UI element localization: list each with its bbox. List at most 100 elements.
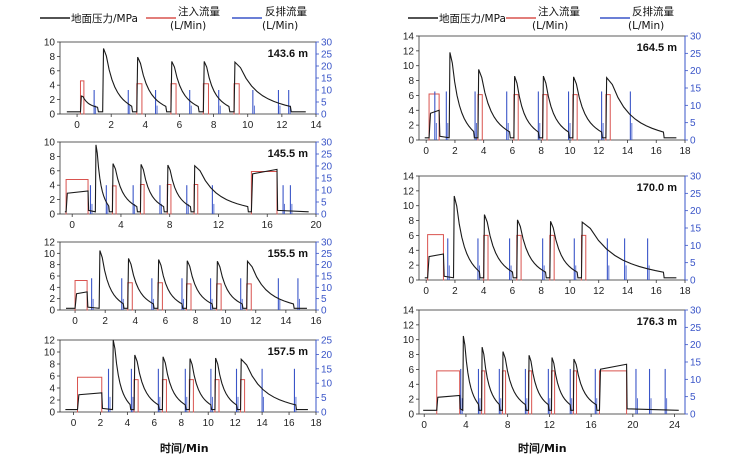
y-right-tick-label: 10 (321, 379, 333, 390)
depth-label: 155.5 m (268, 248, 309, 260)
series-injection-flow (426, 234, 587, 281)
panel-6: 0 2 4 6 8 10 12 14 0 5 10 15 20 25 30 0 2 4 6 8 10 12 14 16 18 17… (403, 172, 702, 298)
x-tick-label: 4 (481, 146, 487, 157)
legend-injection-label-r1: 注入流量 (538, 5, 580, 18)
series-backflow (447, 238, 650, 280)
x-tick-label: 0 (69, 220, 75, 231)
y-right-tick-label: 25 (690, 49, 702, 60)
y-left-tick-label: 8 (408, 216, 414, 227)
x-tick-label: 16 (586, 420, 598, 431)
legend-backflow-label-r2: (L/Min) (628, 20, 664, 32)
y-left-tick-label: 0 (49, 306, 55, 317)
legend-backflow-label-1: 反排流量 (265, 5, 307, 18)
x-tick-label: 0 (423, 286, 429, 297)
y-right-tick-label: 15 (690, 84, 702, 95)
y-right-tick-label: 10 (321, 86, 333, 97)
x-tick-label: 2 (108, 120, 114, 131)
series-surface-pressure (64, 144, 309, 213)
y-left-tick-label: 0 (408, 276, 414, 287)
series-backflow (89, 185, 293, 214)
x-tick-label: 14 (622, 146, 634, 157)
x-tick-label: 4 (143, 120, 149, 131)
x-tick-label: 18 (310, 418, 322, 429)
x-tick-label: 14 (257, 418, 269, 429)
x-tick-label: 0 (72, 316, 78, 327)
x-tick-label: 12 (250, 316, 262, 327)
y-right-tick-label: 20 (321, 350, 333, 361)
legend-injection-label-1: 注入流量 (178, 5, 220, 18)
series-surface-pressure (423, 335, 679, 412)
x-tick-label: 10 (242, 120, 254, 131)
y-left-tick-label: 10 (44, 348, 56, 359)
series-surface-pressure (424, 195, 677, 279)
legend-injection-label-2: (L/Min) (170, 20, 206, 32)
x-tick-label: 2 (452, 286, 458, 297)
series-injection-flow (436, 370, 628, 415)
depth-label: 145.5 m (268, 148, 309, 160)
depth-label: 157.5 m (268, 346, 309, 358)
y-left-tick-label: 12 (403, 320, 415, 331)
y-left-tick-label: 2 (408, 395, 414, 406)
y-left-tick-label: 2 (49, 195, 55, 206)
x-tick-label: 10 (564, 146, 576, 157)
series-surface-pressure (65, 339, 308, 411)
x-tick-label: 8 (193, 316, 199, 327)
y-right-tick-label: 25 (321, 249, 333, 260)
y-right-tick-label: 10 (321, 283, 333, 294)
panel-5: 0 2 4 6 8 10 12 14 0 5 10 15 20 25 30 0 2 4 6 8 10 12 14 16 18 16… (403, 32, 702, 158)
y-right-tick-label: 0 (690, 136, 696, 147)
legend-backflow-label-2: (L/Min) (262, 20, 298, 32)
x-tick-label: 4 (133, 316, 139, 327)
y-left-tick-label: 6 (49, 372, 55, 383)
y-left-tick-label: 10 (44, 138, 56, 149)
legend-pressure-label-r: 地面压力/MPa (439, 12, 506, 25)
y-right-tick-label: 30 (321, 138, 333, 149)
y-left-tick-label: 0 (408, 410, 414, 421)
series-backflow (93, 90, 291, 114)
y-left-tick-label: 4 (408, 246, 414, 257)
x-tick-label: 6 (510, 286, 516, 297)
y-right-tick-label: 0 (321, 408, 327, 419)
legend-left: 地面压力/MPa 注入流量 (L/Min) 反排流量 (L/Min) (40, 5, 307, 32)
y-left-tick-label: 6 (49, 66, 55, 77)
y-right-tick-label: 5 (321, 98, 327, 109)
x-tick-label: 2 (452, 146, 458, 157)
y-left-tick-label: 4 (408, 106, 414, 117)
y-left-tick-label: 0 (408, 136, 414, 147)
x-tick-label: 14 (622, 286, 634, 297)
series-surface-pressure (66, 48, 306, 113)
y-left-tick-label: 0 (49, 408, 55, 419)
y-left-tick-label: 8 (49, 52, 55, 63)
y-right-tick-label: 25 (690, 189, 702, 200)
y-right-tick-label: 25 (321, 150, 333, 161)
series-backflow (434, 91, 633, 140)
series-surface-pressure (424, 52, 677, 139)
x-tick-label: 6 (152, 418, 158, 429)
x-tick-label: 10 (220, 316, 232, 327)
y-right-tick-label: 5 (690, 392, 696, 403)
y-right-tick-label: 30 (321, 238, 333, 249)
x-tick-label: 4 (463, 420, 469, 431)
y-left-tick-label: 2 (49, 294, 55, 305)
y-left-tick-label: 6 (408, 365, 414, 376)
y-left-tick-label: 12 (403, 46, 415, 57)
y-left-tick-label: 4 (408, 380, 414, 391)
x-tick-label: 14 (280, 316, 292, 327)
x-tick-label: 6 (163, 316, 169, 327)
legend-injection-label-r2: (L/Min) (532, 20, 568, 32)
y-right-tick-label: 20 (690, 66, 702, 77)
series-injection-flow (65, 171, 278, 215)
x-tick-label: 16 (262, 220, 274, 231)
x-tick-label: 0 (74, 120, 80, 131)
x-tick-label: 2 (98, 418, 104, 429)
depth-label: 164.5 m (637, 42, 678, 54)
y-right-tick-label: 30 (321, 38, 333, 49)
y-left-tick-label: 8 (49, 360, 55, 371)
